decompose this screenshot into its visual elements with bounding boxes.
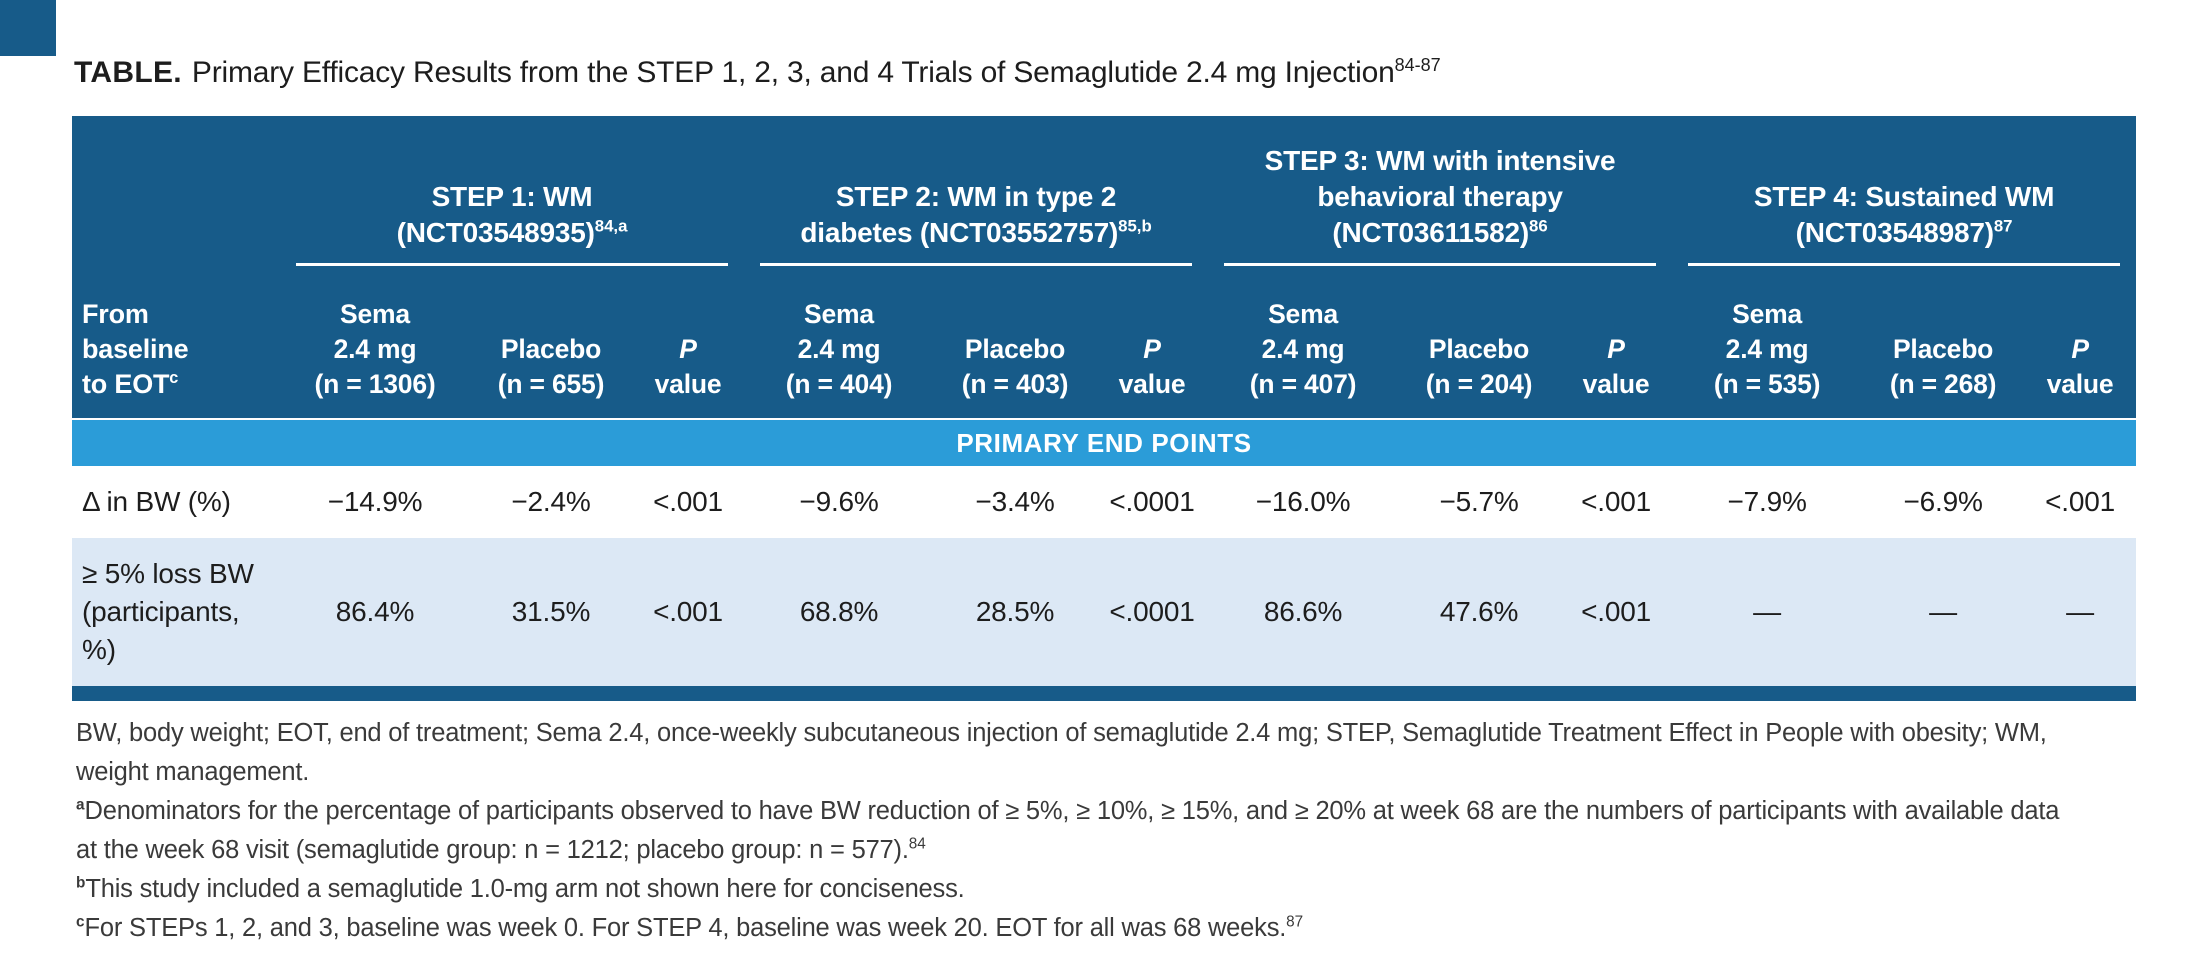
group-header-step3: STEP 3: WM with intensive behavioral ther… xyxy=(1208,116,1673,266)
data-cell: <.001 xyxy=(1560,538,1673,694)
data-cell: <.0001 xyxy=(1096,466,1209,538)
section-banner-row: PRIMARY END POINTS xyxy=(72,418,2137,466)
group-header-step2: STEP 2: WM in type 2 diabetes (NCT0355275… xyxy=(744,116,1209,266)
table-title-text: Primary Efficacy Results from the STEP 1… xyxy=(191,56,1395,89)
footnote-b: bThis study included a semaglutide 1.0-m… xyxy=(76,874,965,903)
step3-reference: 86 xyxy=(1529,216,1548,236)
step4-title-line2: (NCT03548987)87 xyxy=(1795,216,2013,248)
group-header-step1: STEP 1: WM (NCT03548935)84,a xyxy=(280,116,745,266)
column-header-row: From baseline to EOTc Sema 2.4 mg (n = 130… xyxy=(72,266,2137,419)
col-header-sema-step4: Sema 2.4 mg (n = 535) xyxy=(1672,266,1863,419)
table-row-delta-bw: Δ in BW (%) −14.9% −2.4% <.001 −9.6% −3.… xyxy=(72,466,2137,538)
data-cell: — xyxy=(1672,538,1863,694)
step2-reference: 85,b xyxy=(1118,216,1152,236)
data-cell: −9.6% xyxy=(744,466,935,538)
data-cell: 86.4% xyxy=(280,538,470,694)
step1-title-line2: (NCT03548935)84,a xyxy=(396,216,628,248)
group-header-row: STEP 1: WM (NCT03548935)84,a STEP 2: WM i… xyxy=(72,116,2137,266)
col-header-placebo-step3: Placebo (n = 204) xyxy=(1398,266,1561,419)
step2-title-line1: STEP 2: WM in type 2 xyxy=(835,181,1117,212)
data-cell: 68.8% xyxy=(744,538,935,694)
results-table: STEP 1: WM (NCT03548935)84,a STEP 2: WM i… xyxy=(72,116,2137,701)
data-cell: 86.6% xyxy=(1208,538,1399,694)
step4-title-line1: STEP 4: Sustained WM xyxy=(1753,181,2055,212)
data-cell: −7.9% xyxy=(1672,466,1863,538)
footnote-abbreviations: BW, body weight; EOT, end of treatment; … xyxy=(76,719,2047,786)
footnote-a-reference: 84 xyxy=(908,835,926,853)
col-header-sema-step3: Sema 2.4 mg (n = 407) xyxy=(1208,266,1399,419)
data-cell: −2.4% xyxy=(470,466,632,538)
footnote-c: cFor STEPs 1, 2, and 3, baseline was wee… xyxy=(76,913,1304,942)
row-header-from-baseline: From baseline to EOTc xyxy=(72,266,280,419)
footnote-c-reference: 87 xyxy=(1286,913,1304,931)
page-corner-decoration xyxy=(0,0,56,56)
col-header-sema-step2: Sema 2.4 mg (n = 404) xyxy=(744,266,935,419)
col-header-placebo-step4: Placebo (n = 268) xyxy=(1862,266,2025,419)
table-title-reference: 84-87 xyxy=(1394,55,1441,75)
footnote-c-marker: c xyxy=(76,913,85,931)
step1-title-line1: STEP 1: WM xyxy=(431,181,593,212)
table-row-5pct-loss: ≥ 5% loss BW (participants, %) 86.4% 31.… xyxy=(72,538,2137,694)
row-header-footnote-marker: c xyxy=(169,369,179,387)
data-cell: −6.9% xyxy=(1862,466,2025,538)
data-cell: 31.5% xyxy=(470,538,632,694)
data-cell: −16.0% xyxy=(1208,466,1399,538)
step4-reference: 87 xyxy=(1993,216,2013,236)
section-banner-primary-endpoints: PRIMARY END POINTS xyxy=(72,418,2137,466)
row-label: ≥ 5% loss BW (participants, %) xyxy=(72,538,280,694)
col-header-placebo-step2: Placebo (n = 403) xyxy=(934,266,1097,419)
table-title-label: TABLE. xyxy=(74,56,182,89)
table-title: TABLE. Primary Efficacy Results from the … xyxy=(74,56,2128,90)
group-header-step4: STEP 4: Sustained WM (NCT03548987)87 xyxy=(1672,116,2137,266)
step3-title-line3: (NCT03611582)86 xyxy=(1332,216,1548,248)
data-cell: <.001 xyxy=(632,538,745,694)
data-cell: <.001 xyxy=(1560,466,1673,538)
data-cell: −3.4% xyxy=(934,466,1097,538)
footnote-a-marker: a xyxy=(76,796,85,814)
data-cell: — xyxy=(2024,538,2137,694)
footnote-a: aDenominators for the percentage of part… xyxy=(76,796,2060,864)
step1-reference: 84,a xyxy=(594,216,628,236)
group-header-spacer xyxy=(72,116,280,266)
data-cell: — xyxy=(1862,538,2025,694)
data-cell: −5.7% xyxy=(1398,466,1561,538)
footnotes: BW, body weight; EOT, end of treatment; … xyxy=(72,714,2064,948)
row-label: Δ in BW (%) xyxy=(72,466,280,538)
data-cell: −14.9% xyxy=(280,466,470,538)
footnote-b-marker: b xyxy=(76,874,86,892)
step3-title-line1: STEP 3: WM with intensive xyxy=(1264,145,1616,176)
data-cell: <.001 xyxy=(632,466,745,538)
data-cell: 28.5% xyxy=(934,538,1097,694)
step2-title-line2: diabetes (NCT03552757)85,b xyxy=(800,216,1152,248)
step3-title-line2: behavioral therapy xyxy=(1317,181,1563,212)
data-cell: <.001 xyxy=(2024,466,2137,538)
data-cell: 47.6% xyxy=(1398,538,1561,694)
figure-container: TABLE. Primary Efficacy Results from the … xyxy=(72,56,2137,948)
data-cell: <.0001 xyxy=(1096,538,1209,694)
col-header-placebo-step1: Placebo (n = 655) xyxy=(470,266,632,419)
col-header-sema-step1: Sema 2.4 mg (n = 1306) xyxy=(280,266,470,419)
